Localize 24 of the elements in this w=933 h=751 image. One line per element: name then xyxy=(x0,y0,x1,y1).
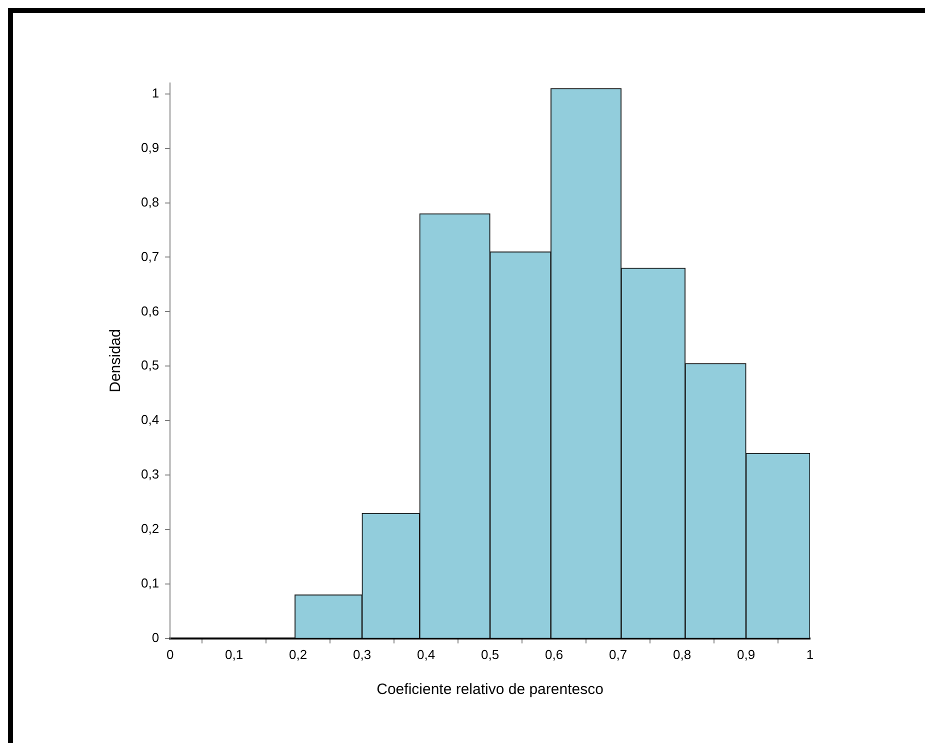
y-tick-label: 1 xyxy=(152,85,160,100)
x-tick-label: 0,3 xyxy=(353,646,372,662)
y-tick-label: 0,2 xyxy=(140,521,160,536)
y-axis-title: Densidad xyxy=(107,329,124,392)
y-tick-label: 0,4 xyxy=(140,412,160,428)
y-tick-label: 0,6 xyxy=(140,303,160,318)
x-tick-label: 1 xyxy=(806,646,814,662)
y-tick-label: 0,5 xyxy=(140,358,160,373)
x-tick-label: 0,1 xyxy=(225,646,244,662)
x-tick-label: 0,6 xyxy=(544,646,564,662)
y-tick-label: 0 xyxy=(152,630,160,645)
y-tick-label: 0,1 xyxy=(140,576,160,591)
x-tick-label: 0,9 xyxy=(736,646,756,662)
x-axis-title: Coeficiente relativo de parentesco xyxy=(376,681,604,698)
y-tick-label: 0,3 xyxy=(140,466,160,482)
y-tick-label: 0,8 xyxy=(140,194,160,210)
x-tick-label: 0,4 xyxy=(417,646,436,662)
y-tick-label: 0,9 xyxy=(140,140,160,155)
y-tick-label: 0,7 xyxy=(140,248,160,264)
x-tick-label: 0,8 xyxy=(672,646,692,662)
x-tick-label: 0,5 xyxy=(480,646,500,662)
x-tick-label: 0,2 xyxy=(289,646,308,662)
x-tick-label: 0 xyxy=(166,646,174,662)
x-tick-label: 0,7 xyxy=(608,646,628,662)
